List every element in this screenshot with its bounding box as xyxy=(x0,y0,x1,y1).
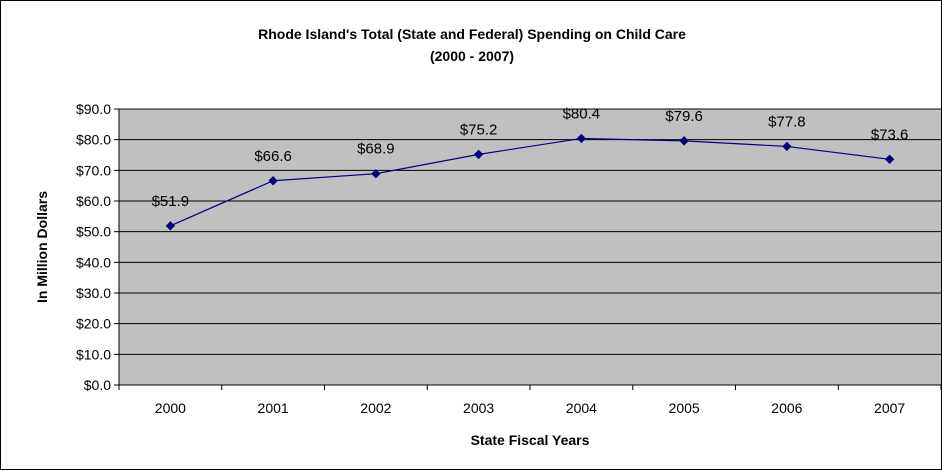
series-line xyxy=(170,137,890,227)
chart-subtitle: (2000 - 2007) xyxy=(430,48,514,64)
data-label: $51.9 xyxy=(152,193,190,210)
data-label: $68.9 xyxy=(357,141,395,158)
y-tick-label: $0.0 xyxy=(84,377,111,393)
x-tick-label: 2000 xyxy=(155,400,186,416)
data-label: $66.6 xyxy=(254,148,292,165)
y-tick-label: $50.0 xyxy=(76,224,111,240)
y-tick-label: $40.0 xyxy=(76,254,111,270)
x-tick-label: 2007 xyxy=(874,400,905,416)
data-point-marker xyxy=(371,168,381,179)
x-tick-label: 2001 xyxy=(258,400,289,416)
data-point-marker xyxy=(576,133,587,144)
x-axis-title: State Fiscal Years xyxy=(471,432,590,448)
x-tick-label: 2005 xyxy=(669,400,700,416)
x-tick-label: 2004 xyxy=(566,400,597,416)
y-tick-labels: $0.0 $10.0 $20.0 $30.0 $40.0 $50.0 $60.0 $70.0 $… xyxy=(76,101,111,393)
y-tick-label: $70.0 xyxy=(76,162,111,178)
y-tick-label: $80.0 xyxy=(76,132,111,148)
x-tick-labels: 2000 2001 2002 2003 2004 2005 2006 2007 xyxy=(155,400,906,416)
x-tick-label: 2006 xyxy=(771,400,802,416)
data-label: $77.8 xyxy=(768,113,806,130)
data-point-marker xyxy=(268,176,278,186)
y-tick-label: $20.0 xyxy=(76,316,111,332)
series-layer xyxy=(165,133,895,231)
y-axis-title: In Million Dollars xyxy=(34,191,50,303)
axes xyxy=(114,108,942,390)
y-tick-label: $60.0 xyxy=(76,193,111,209)
data-point-marker xyxy=(679,136,689,146)
data-label: $80.4 xyxy=(563,105,601,122)
plot-area xyxy=(119,109,941,385)
chart-title: Rhode Island's Total (State and Federal)… xyxy=(258,26,686,42)
data-point-marker xyxy=(165,221,176,231)
data-point-marker xyxy=(884,154,895,165)
data-label: $75.2 xyxy=(460,121,498,138)
y-tick-label: $30.0 xyxy=(76,285,111,301)
grid-lines xyxy=(119,108,941,355)
y-tick-label: $10.0 xyxy=(76,346,111,362)
y-tick-label: $90.0 xyxy=(76,101,111,117)
data-point-marker xyxy=(473,149,484,160)
data-labels: $51.9 $66.6 $68.9 $75.2 $80.4 $79.6 $77.8 $73.6 xyxy=(152,105,909,209)
data-label: $79.6 xyxy=(665,108,703,125)
x-tick-label: 2003 xyxy=(463,400,494,416)
data-point-marker xyxy=(782,141,792,152)
x-tick-label: 2002 xyxy=(360,400,391,416)
data-label: $73.6 xyxy=(871,126,909,143)
